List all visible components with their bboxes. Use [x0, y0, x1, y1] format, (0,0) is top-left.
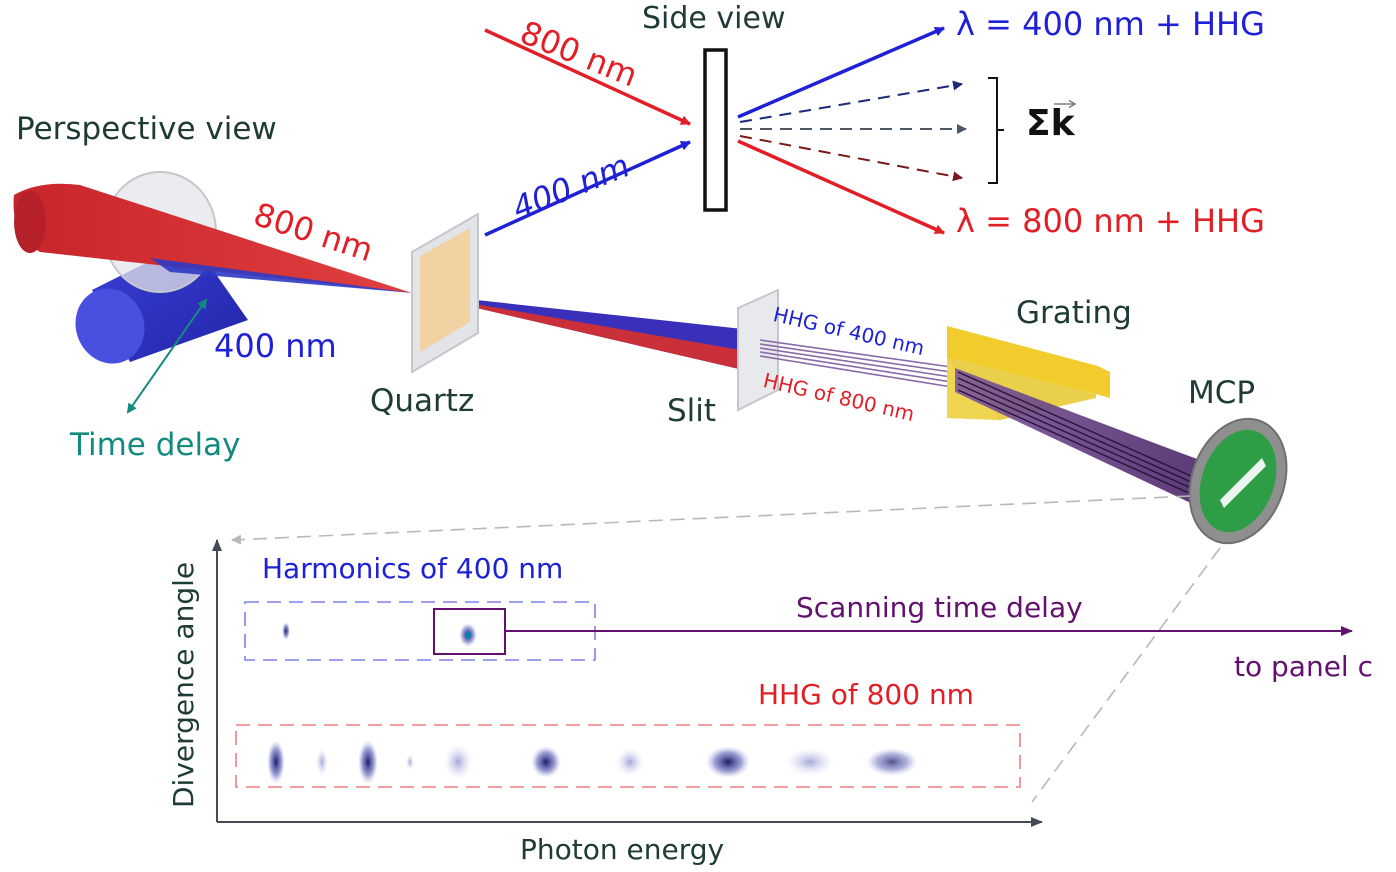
sum-k-lower-arrow: [739, 135, 963, 182]
sum-k-upper-arrow: [739, 80, 963, 123]
harmonics-400-label: Harmonics of 400 nm: [262, 552, 564, 585]
hhg-800-panel-label: HHG of 800 nm: [758, 678, 974, 711]
time-delay-label: Time delay: [70, 427, 241, 463]
zoom-guide-top: [231, 495, 1191, 545]
spectrum-panel: [212, 539, 1353, 827]
perspective-400-label: 400 nm: [214, 327, 337, 365]
beam-800-cone: [13, 183, 412, 293]
x-axis-label: Photon energy: [520, 833, 725, 866]
slit-label: Slit: [667, 393, 717, 429]
zoom-guide-bottom: [1031, 547, 1221, 803]
incident-800-arrow: [484, 28, 691, 126]
h800-spot-6: [531, 746, 561, 778]
hhg-beamlets: [759, 339, 959, 389]
y-axis-label: Divergence angle: [167, 561, 200, 808]
sum-k-bracket: [988, 77, 1004, 184]
h800-spot-8: [706, 746, 750, 778]
mcp-detector: [1188, 417, 1288, 545]
quartz-label: Quartz: [370, 383, 475, 419]
perspective-view-title: Perspective view: [16, 111, 277, 147]
h800-spot-9: [786, 748, 834, 776]
side-view-sketch: [484, 26, 1077, 237]
h400-spot-1: [282, 622, 290, 640]
h800-spot-3: [358, 740, 378, 784]
side-view-title: Side view: [642, 1, 786, 36]
output-800-arrow: [737, 139, 945, 235]
hhg-800-box: [235, 724, 1021, 788]
output-400-label: λ = 400 nm + HHG: [956, 5, 1265, 43]
h800-spot-4: [406, 754, 414, 770]
to-panel-c-label: to panel c: [1234, 650, 1373, 683]
h800-spot-5: [444, 744, 472, 780]
h800-spot-7: [616, 748, 644, 776]
time-delay-arrow: [126, 298, 208, 414]
diffracted-fan: [955, 368, 1205, 505]
h800-spot-10: [866, 748, 918, 776]
sum-k-label: Σk: [1026, 103, 1075, 144]
h800-spot-2: [316, 748, 328, 776]
grating-label: Grating: [1016, 295, 1132, 331]
perspective-sketch: [13, 171, 1288, 545]
quartz-plate: [411, 212, 479, 374]
mcp-label: MCP: [1188, 375, 1256, 411]
h800-spot-1: [267, 740, 285, 784]
slit-plate: [737, 288, 779, 412]
side-view-sample: [703, 48, 728, 212]
output-400-arrow: [737, 26, 945, 119]
output-800-label: λ = 800 nm + HHG: [956, 202, 1265, 240]
scanning-time-delay-label: Scanning time delay: [796, 591, 1083, 624]
incident-400-arrow: [484, 140, 691, 237]
